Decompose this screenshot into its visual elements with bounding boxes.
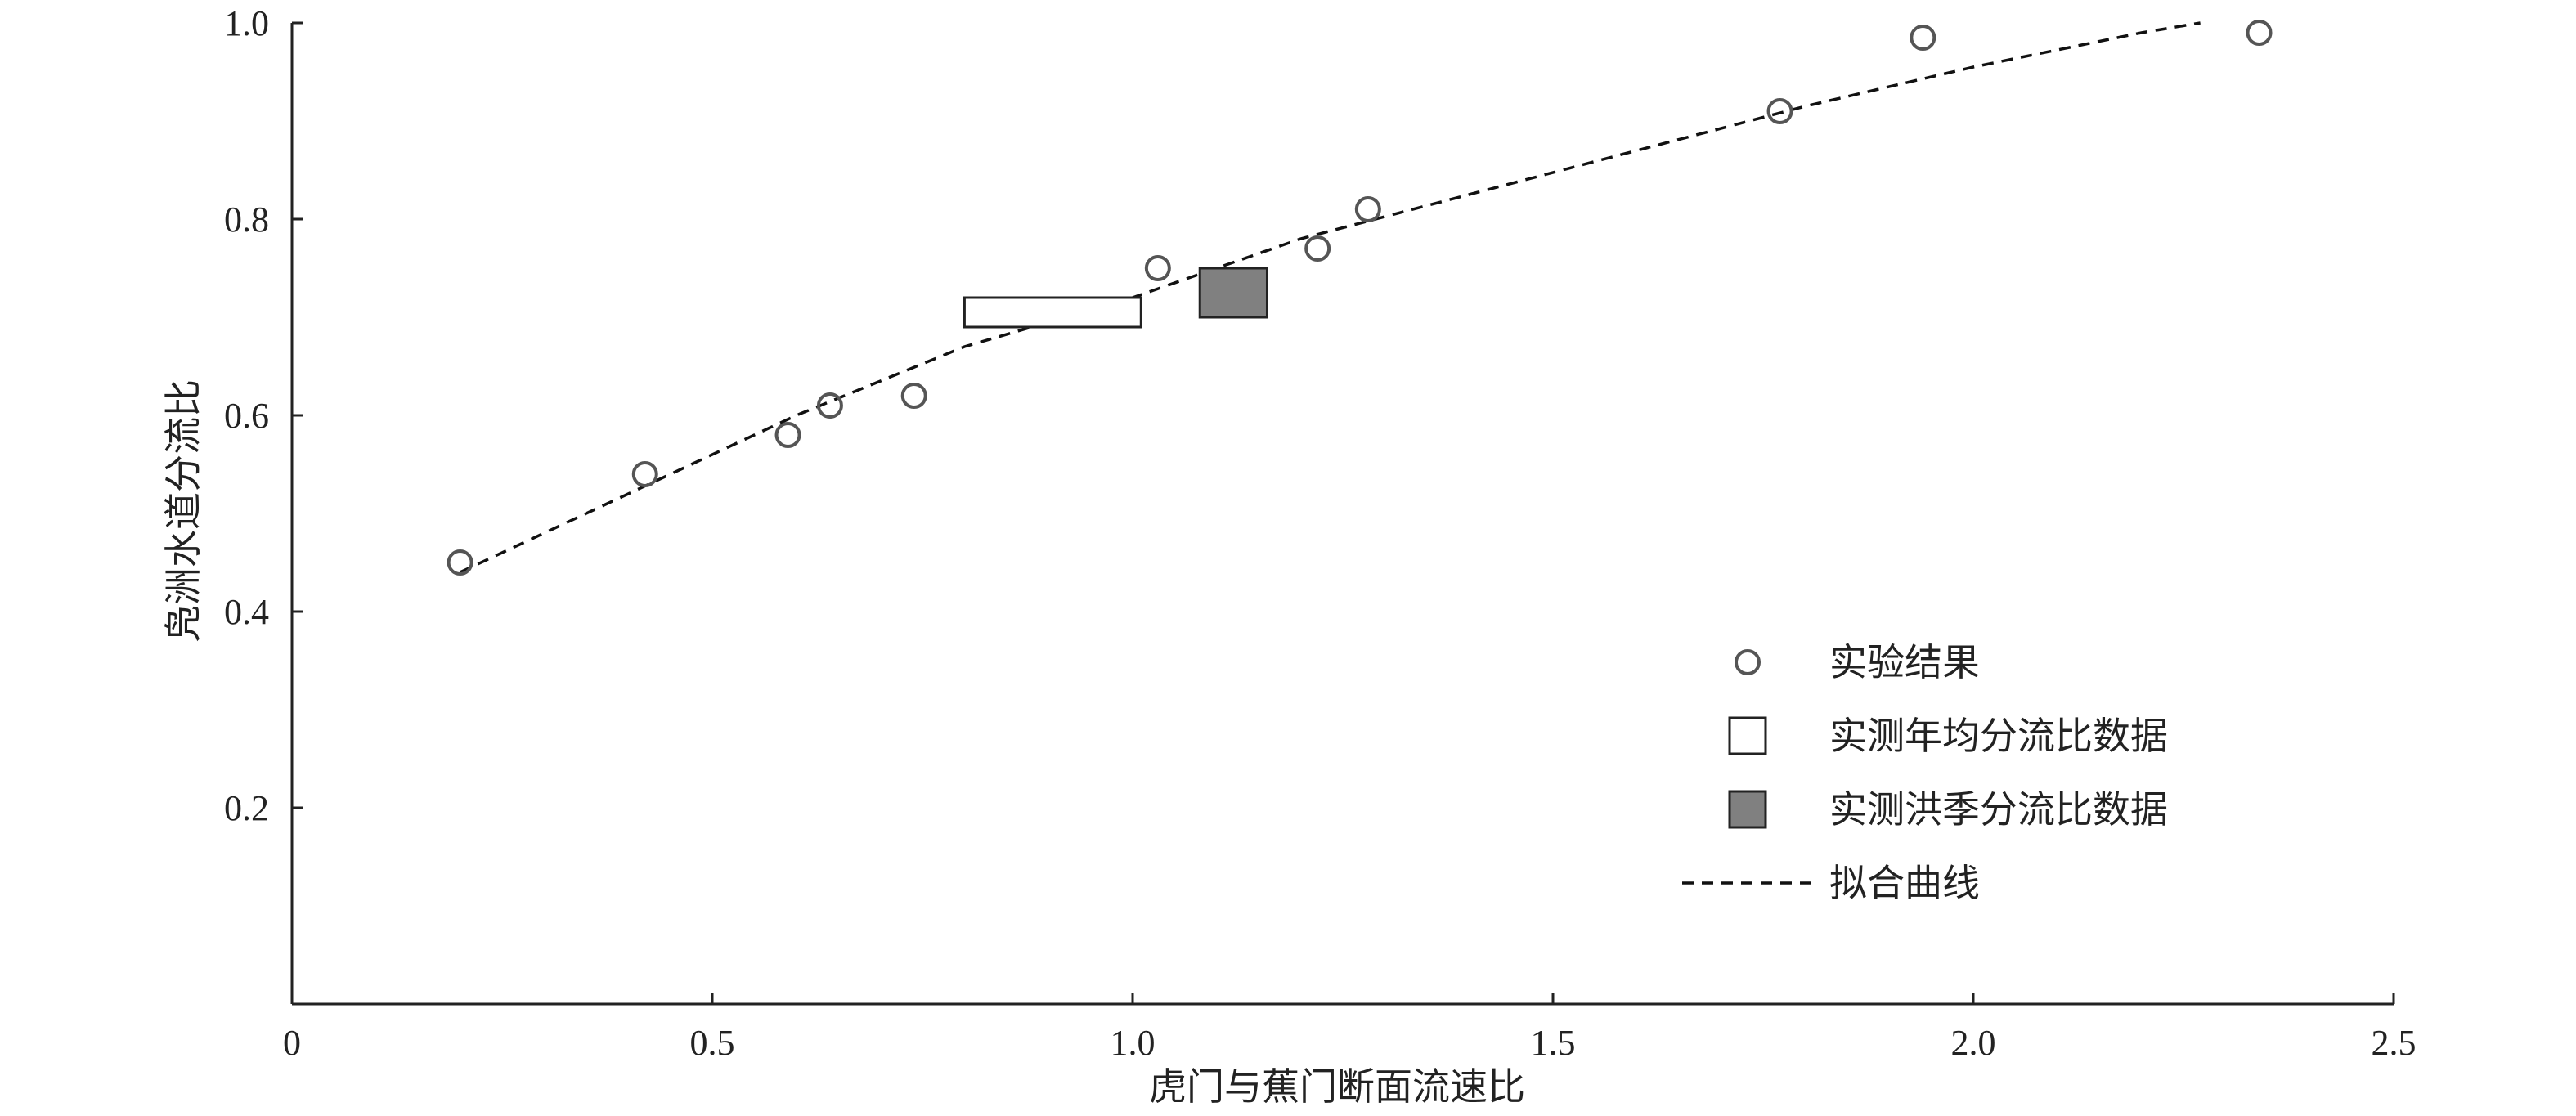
x-tick-label: 1.5: [1531, 1023, 1576, 1063]
y-tick-label: 0.6: [224, 396, 269, 436]
experiment-point: [1910, 25, 1936, 51]
experiment-points-layer: [447, 20, 2273, 576]
measured-boxes-layer: [963, 267, 1268, 329]
legend-label: 实测洪季分流比数据: [1829, 787, 2168, 831]
tick-marks: 0 0.5 1.0 1.5 2.0 2.5 0.2 0.4 0.6 0.8 1.0: [224, 3, 2417, 1063]
fit-curve-layer: [459, 21, 2201, 574]
experiment-point: [1766, 98, 1793, 124]
x-tick-label: 0: [283, 1023, 301, 1063]
experiment-point: [447, 549, 473, 576]
y-axis-title: 凫洲水道分流比: [161, 379, 205, 643]
x-tick-label: 0.5: [690, 1023, 735, 1063]
legend-white-square-icon: [1728, 716, 1767, 755]
legend-label: 实验结果: [1829, 640, 1980, 684]
flood-season-measured-box: [1198, 267, 1268, 319]
axes: [290, 23, 2394, 1006]
experiment-point: [631, 461, 658, 487]
experiment-point: [1304, 235, 1331, 262]
legend-label: 实测年均分流比数据: [1829, 714, 2168, 758]
x-tick-label: 2.5: [2372, 1023, 2417, 1063]
legend-gray-square-icon: [1728, 790, 1767, 829]
y-tick-label: 0.4: [224, 592, 269, 632]
x-axis-title: 虎门与蕉门断面流速比: [1149, 1064, 1525, 1109]
x-tick-label: 2.0: [1951, 1023, 1996, 1063]
experiment-point: [1354, 196, 1381, 222]
experiment-point: [900, 383, 927, 409]
experiment-point: [774, 422, 801, 448]
legend-label: 拟合曲线: [1829, 861, 1980, 905]
y-tick-label: 1.0: [224, 3, 269, 43]
experiment-point: [2246, 20, 2273, 46]
legend-circle-icon: [1735, 649, 1761, 675]
y-tick-label: 0.2: [224, 788, 269, 828]
experiment-point: [1144, 255, 1171, 281]
fit-curve-line: [459, 21, 2201, 574]
annual-measured-box: [963, 296, 1142, 329]
y-tick-label: 0.8: [224, 199, 269, 240]
experiment-point: [816, 392, 843, 419]
x-tick-label: 1.0: [1111, 1023, 1156, 1063]
